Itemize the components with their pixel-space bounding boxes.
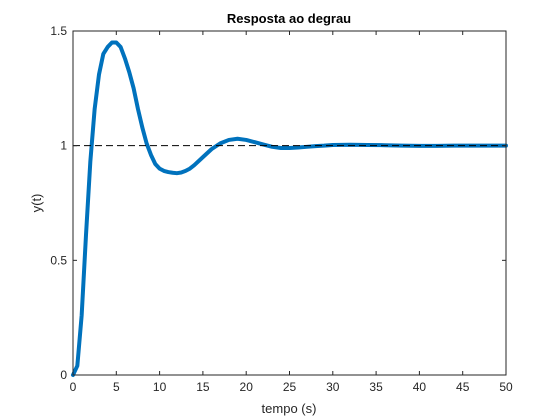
y-tick-label: 0 <box>60 368 67 382</box>
x-tick-label: 20 <box>240 380 254 394</box>
plot-area <box>73 31 506 375</box>
tick-layer: 0 5 10 15 20 25 30 35 40 45 50 0 0.5 1 1.5 <box>50 24 513 394</box>
x-tick-label: 30 <box>326 380 340 394</box>
x-tick-label: 40 <box>413 380 427 394</box>
x-tick-label: 0 <box>70 380 77 394</box>
x-tick-label: 10 <box>153 380 167 394</box>
y-tick-label: 1.5 <box>50 24 67 38</box>
y-tick-label: 0.5 <box>50 253 67 267</box>
y-tick-label: 1 <box>60 139 67 153</box>
x-tick-label: 50 <box>499 380 513 394</box>
x-tick-label: 35 <box>369 380 383 394</box>
x-tick-label: 45 <box>456 380 470 394</box>
x-tick-label: 25 <box>283 380 297 394</box>
y-axis-label: y(t) <box>29 194 44 213</box>
x-tick-label: 5 <box>113 380 120 394</box>
step-response-line <box>71 40 508 377</box>
series-layer <box>71 40 508 377</box>
x-tick-label: 15 <box>196 380 210 394</box>
x-axis-label: tempo (s) <box>262 401 317 416</box>
chart-title: Resposta ao degrau <box>227 11 351 26</box>
